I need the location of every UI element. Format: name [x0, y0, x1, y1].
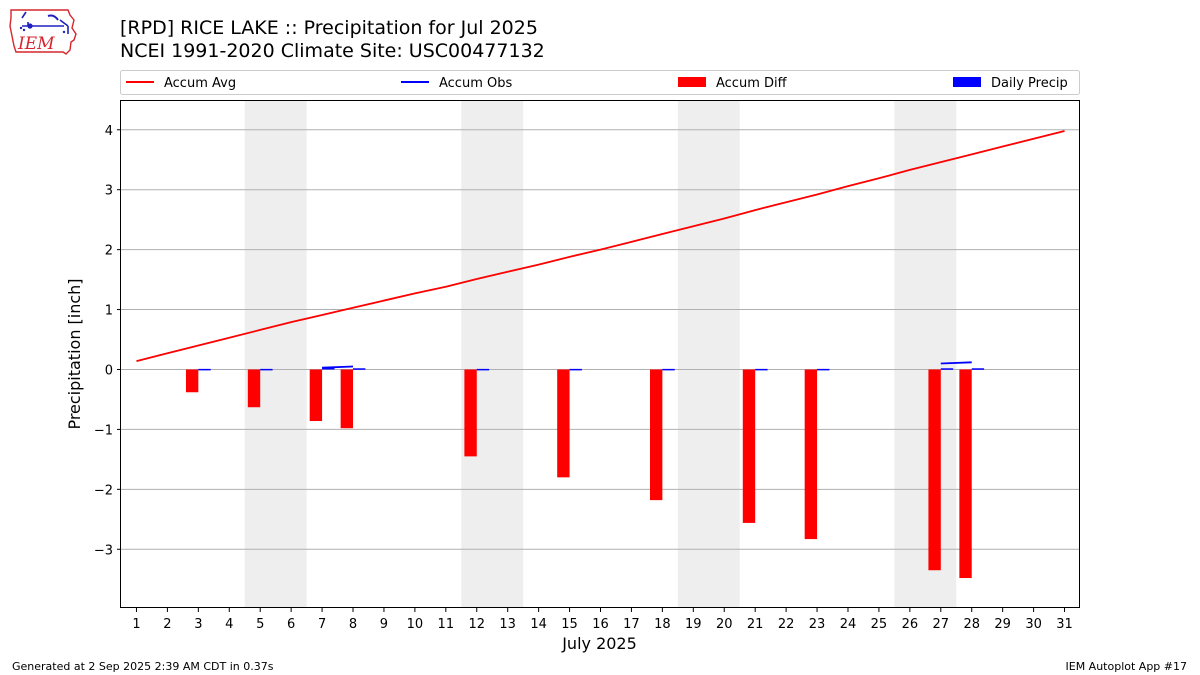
x-tick-label: 7	[318, 617, 326, 632]
x-tick-label: 2	[163, 617, 171, 632]
weekend-band	[244, 101, 307, 608]
x-tick-label: 9	[380, 617, 388, 632]
x-tick-label: 23	[809, 617, 826, 632]
x-tick-label: 6	[287, 617, 295, 632]
y-tick-label: 1	[105, 304, 113, 319]
legend-daily-precip-swatch	[953, 77, 981, 87]
legend-daily-precip-label: Daily Precip	[991, 76, 1068, 91]
legend-accum-diff-label: Accum Diff	[716, 76, 788, 91]
x-tick-label: 15	[561, 617, 578, 632]
daily-precip-bar	[662, 368, 675, 371]
x-tick-label: 1	[132, 617, 140, 632]
daily-precip-bar	[322, 367, 335, 370]
x-tick-label: 14	[530, 617, 547, 632]
accum-diff-bar	[309, 369, 323, 422]
x-tick-label: 29	[994, 617, 1011, 632]
daily-precip-bar	[198, 368, 211, 371]
weekend-band	[461, 101, 524, 608]
y-tick-label: 2	[105, 244, 113, 259]
weekend-shading	[244, 101, 957, 608]
x-tick-label: 28	[963, 617, 980, 632]
accum-diff-bar	[247, 369, 261, 408]
generated-timestamp: Generated at 2 Sep 2025 2:39 AM CDT in 0…	[12, 660, 274, 673]
accum-diff-bar	[742, 369, 756, 523]
y-tick-label: −3	[94, 543, 113, 558]
daily-precip-bar	[817, 368, 830, 371]
bars	[185, 367, 985, 579]
daily-precip-bar	[476, 368, 490, 371]
y-axis-label: Precipitation [inch]	[65, 278, 84, 429]
weekend-band	[894, 101, 957, 608]
legend-accum-diff-swatch	[678, 77, 706, 87]
legend-accum-obs-label: Accum Obs	[439, 76, 512, 91]
x-axis-label: July 2025	[561, 634, 637, 653]
legend-box	[120, 70, 1080, 95]
daily-precip-bar	[353, 368, 366, 370]
accum-diff-bar	[185, 369, 199, 393]
daily-precip-bar	[940, 368, 954, 370]
daily-precip-bar	[569, 368, 582, 371]
x-tick-label: 20	[716, 617, 733, 632]
plot-frame	[120, 100, 1080, 608]
x-tick-label: 3	[194, 617, 202, 632]
accum-diff-bar	[649, 369, 663, 501]
x-tick-label: 26	[902, 617, 919, 632]
accum-obs-line	[940, 361, 972, 365]
x-tick-label: 24	[840, 617, 857, 632]
x-tick-label: 4	[225, 617, 233, 632]
x-tick-label: 21	[747, 617, 764, 632]
legend: Accum Avg Accum Obs Accum Diff Daily Precip	[120, 70, 1080, 95]
x-tick-label: 19	[685, 617, 702, 632]
x-tick-label: 10	[407, 617, 424, 632]
accum-diff-bar	[959, 369, 972, 579]
x-tick-label: 30	[1025, 617, 1042, 632]
x-tick-label: 22	[778, 617, 795, 632]
y-tick-label: 3	[105, 184, 113, 199]
x-tick-label: 11	[438, 617, 455, 632]
accum-diff-bar	[557, 369, 570, 478]
app-credit: IEM Autoplot App #17	[1065, 660, 1188, 673]
x-tick-label: 27	[933, 617, 950, 632]
gridlines	[121, 129, 1080, 550]
x-tick-label: 17	[623, 617, 640, 632]
legend-accum-avg-label: Accum Avg	[164, 76, 236, 91]
x-tick-label: 16	[592, 617, 609, 632]
y-tick-label: −2	[94, 483, 113, 498]
accum-obs-line	[322, 365, 354, 369]
accum-avg-line	[136, 130, 1065, 362]
daily-precip-bar	[260, 368, 273, 371]
x-tick-label: 18	[654, 617, 671, 632]
daily-precip-bar	[755, 368, 768, 371]
logo-text: IEM	[17, 34, 55, 54]
x-tick-label: 31	[1056, 617, 1073, 632]
weekend-band	[677, 101, 740, 608]
y-tick-label: 0	[105, 363, 113, 378]
daily-precip-bar	[971, 368, 985, 370]
y-tick-label: 4	[105, 124, 113, 139]
x-tick-label: 5	[256, 617, 264, 632]
x-tick-label: 13	[499, 617, 516, 632]
accum-diff-bar	[464, 369, 477, 457]
accum-diff-bar	[340, 369, 354, 429]
x-tick-label: 12	[468, 617, 485, 632]
lines	[136, 130, 1065, 369]
iem-logo: IEM	[9, 9, 77, 55]
chart-title: [RPD] RICE LAKE :: Precipitation for Jul…	[120, 17, 538, 39]
accum-diff-bar	[804, 369, 818, 540]
x-tick-label: 25	[871, 617, 888, 632]
chart-subtitle: NCEI 1991-2020 Climate Site: USC00477132	[120, 40, 545, 62]
x-tick-label: 8	[349, 617, 357, 632]
accum-diff-bar	[928, 369, 941, 571]
y-tick-label: −1	[94, 423, 113, 438]
